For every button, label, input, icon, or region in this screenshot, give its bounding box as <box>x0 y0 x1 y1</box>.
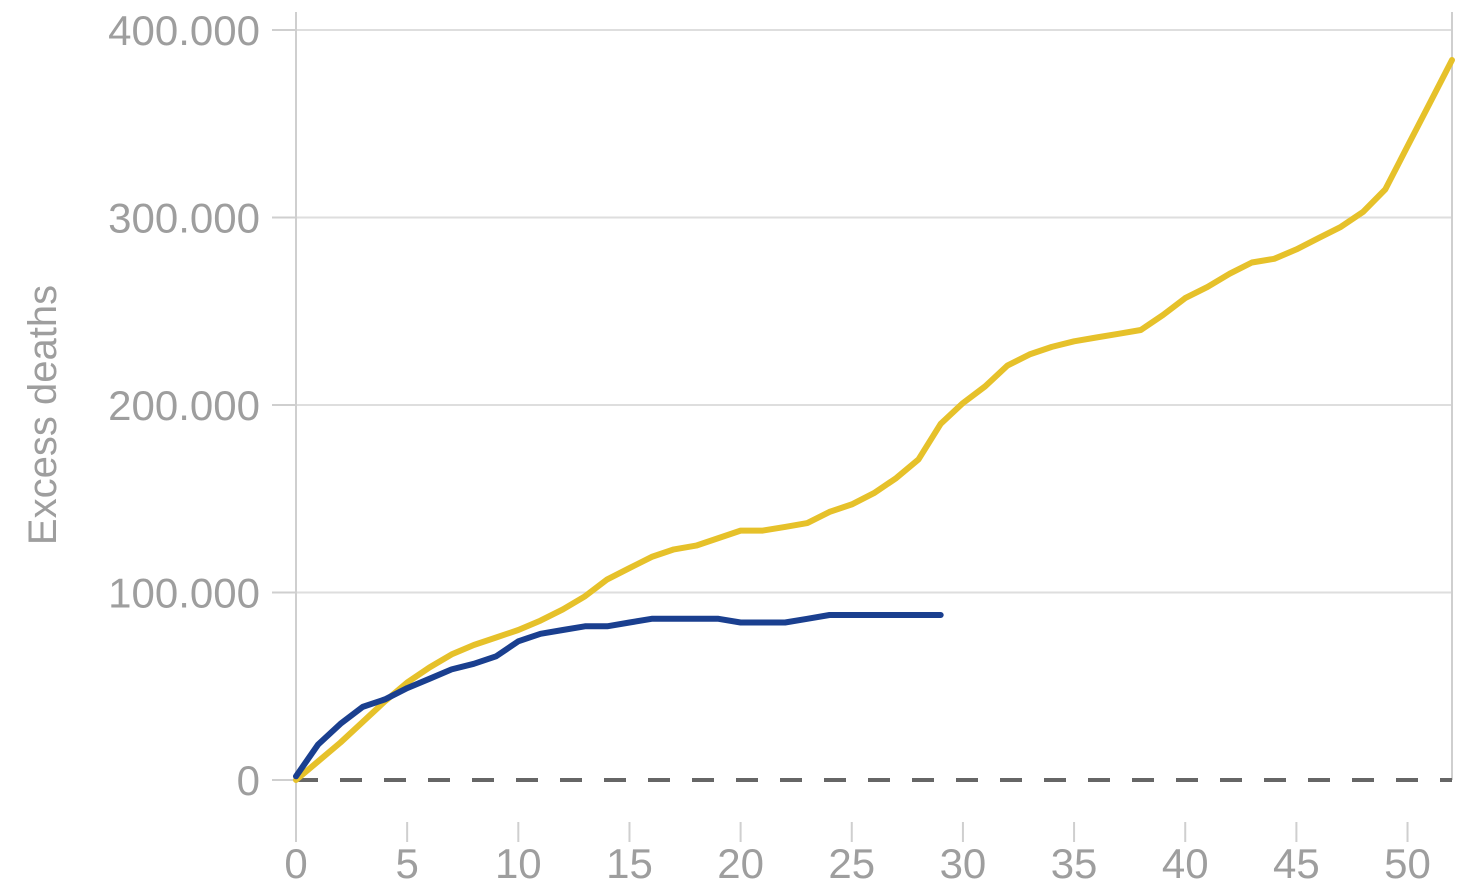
x-tick-label: 25 <box>828 840 875 887</box>
x-tick-label: 10 <box>495 840 542 887</box>
tick-labels: 0 100.000 200.000 300.000 400.000 0 5 10 15 20 25 3… <box>108 7 1431 887</box>
y-tick-label: 300.000 <box>108 195 260 242</box>
y-tick-label: 0 <box>237 757 260 804</box>
x-tick-label: 0 <box>284 840 307 887</box>
y-tick-label: 400.000 <box>108 7 260 54</box>
y-tick-label: 100.000 <box>108 570 260 617</box>
x-tick-label: 30 <box>940 840 987 887</box>
series-line-2 <box>293 612 944 780</box>
axes <box>272 12 1453 842</box>
grid-lines <box>296 29 1452 594</box>
y-axis-title: Excess deaths <box>21 285 65 545</box>
y-tick-label: 200.000 <box>108 382 260 429</box>
x-tick-label: 20 <box>717 840 764 887</box>
series-lines <box>293 57 1455 783</box>
series-line-1 <box>293 57 1455 783</box>
x-tick-label: 35 <box>1051 840 1098 887</box>
x-tick-label: 5 <box>395 840 418 887</box>
x-tick-label: 40 <box>1162 840 1209 887</box>
x-tick-label: 50 <box>1384 840 1431 887</box>
x-tick-label: 15 <box>606 840 653 887</box>
x-tick-label: 45 <box>1273 840 1320 887</box>
